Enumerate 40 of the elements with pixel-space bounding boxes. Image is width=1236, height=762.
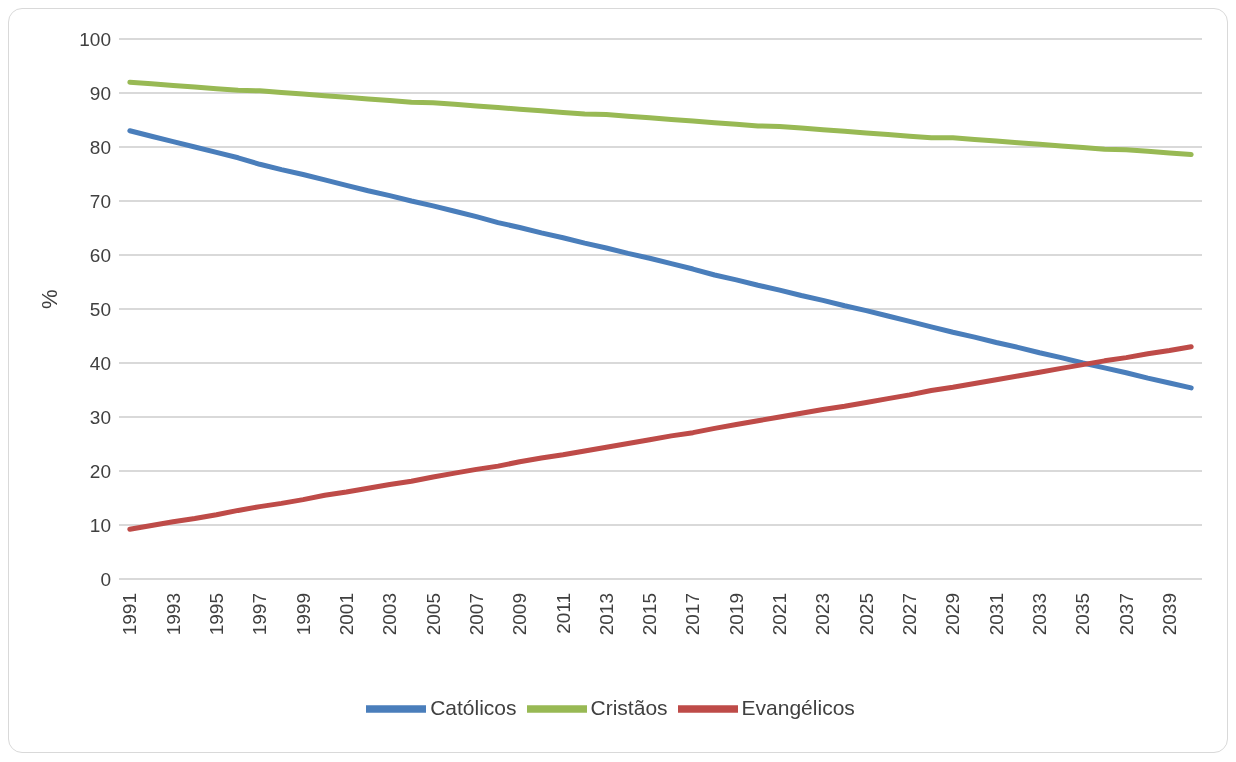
x-tick-label: 2007 [465,593,487,636]
y-tick-label: 100 [79,28,111,50]
legend-label: Cristãos [590,695,668,719]
x-tick-label: 1995 [205,593,227,636]
x-tick-label: 2003 [379,593,401,636]
y-tick-label: 50 [89,298,111,320]
x-tick-label: 2025 [855,593,877,636]
x-tick-label: 2035 [1072,593,1094,636]
legend-label: Católicos [430,695,517,719]
x-tick-label: 2031 [985,593,1007,636]
x-tick-label: 1993 [162,593,184,636]
y-tick-label: 40 [89,352,111,374]
x-tick-label: 2037 [1115,593,1137,636]
x-tick-label: 2013 [595,593,617,636]
x-tick-label: 2015 [639,593,661,636]
y-tick-label: 30 [89,406,111,428]
y-tick-label: 60 [89,244,111,266]
x-tick-label: 1991 [119,593,141,636]
x-tick-label: 2029 [942,593,964,636]
y-tick-label: 70 [89,190,111,212]
x-tick-label: 2001 [335,593,357,636]
x-tick-label: 2019 [725,593,747,636]
x-tick-label: 1997 [249,593,271,636]
x-tick-label: 2021 [769,593,791,636]
x-tick-label: 2033 [1029,593,1051,636]
y-tick-label: 0 [100,568,111,590]
y-tick-label: 80 [89,136,111,158]
x-tick-label: 1999 [292,593,314,636]
y-tick-label: 10 [89,514,111,536]
y-tick-label: 90 [89,82,111,104]
y-tick-label: 20 [89,460,111,482]
x-tick-label: 2027 [899,593,921,636]
x-tick-label: 2005 [422,593,444,636]
x-tick-label: 2009 [509,593,531,636]
y-axis-title: % [36,289,62,309]
x-tick-label: 2023 [812,593,834,636]
legend-label: Evangélicos [741,695,855,719]
x-tick-label: 2011 [552,593,574,634]
x-tick-label: 2017 [682,593,704,636]
x-tick-label: 2039 [1159,593,1181,636]
